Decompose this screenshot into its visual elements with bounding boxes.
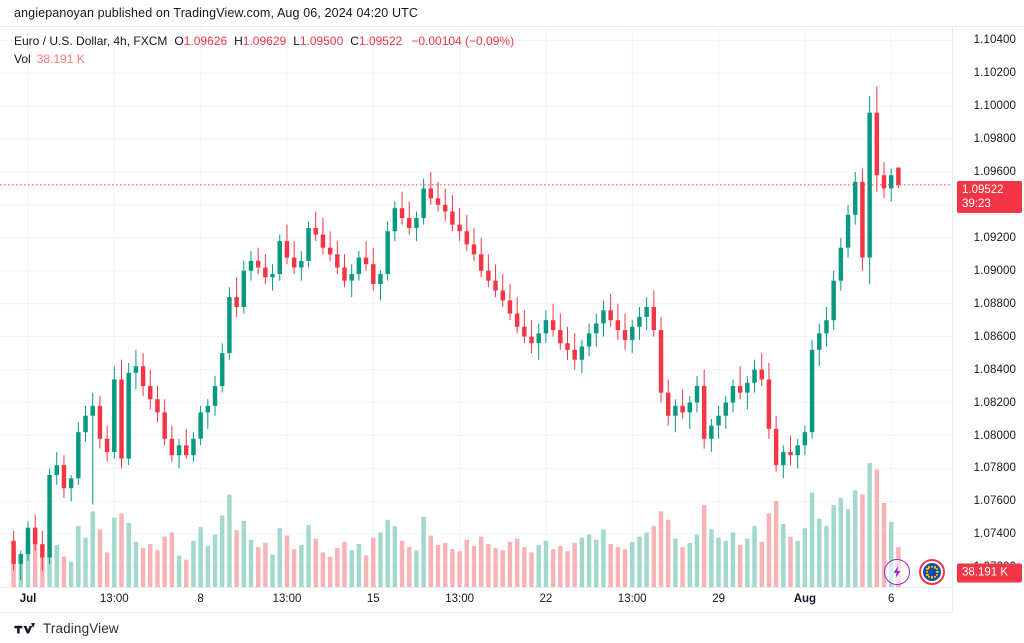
chart-plot-area[interactable] bbox=[0, 27, 952, 587]
eu-flag-star bbox=[933, 566, 936, 569]
legend-high: H1.09629 bbox=[234, 34, 287, 48]
price-tick: 1.08600 bbox=[973, 330, 1016, 343]
price-tick: 1.07800 bbox=[973, 462, 1016, 475]
eu-flag-star bbox=[930, 576, 934, 579]
eu-flag-star bbox=[925, 570, 928, 574]
time-tick: 13:00 bbox=[445, 593, 474, 605]
price-tick: 1.09800 bbox=[973, 133, 1016, 145]
price-tick: 1.09600 bbox=[973, 165, 1016, 178]
tradingview-wordmark: TradingView bbox=[43, 620, 119, 636]
legend-open: O1.09626 bbox=[174, 34, 228, 48]
price-tick: 1.08200 bbox=[973, 396, 1016, 409]
time-tick: 15 bbox=[366, 593, 380, 605]
chart-frame: Euro / U.S. Dollar, 4h, FXCM O1.09626 H1… bbox=[0, 26, 1024, 614]
eu-flag-star bbox=[933, 575, 936, 578]
tradingview-logo-icon bbox=[14, 622, 36, 634]
legend-close: C1.09522 bbox=[350, 34, 403, 48]
eu-flag-star bbox=[930, 565, 934, 568]
price-scale[interactable]: 1.10400 1.10200 1.10000 1.09800 1.09600 1.092… bbox=[952, 27, 1024, 614]
bar-countdown: 39:23 bbox=[962, 197, 991, 210]
chart-legend: Euro / U.S. Dollar, 4h, FXCM O1.09626 H1… bbox=[14, 33, 514, 68]
eu-flag-star bbox=[928, 566, 931, 569]
price-tick: 1.08000 bbox=[973, 429, 1016, 442]
time-scale[interactable]: Jul 13:00 8 13:00 15 13:00 22 13:00 29 Aug 6 bbox=[0, 587, 952, 614]
price-tick: 1.09200 bbox=[973, 231, 1016, 244]
time-tick: 29 bbox=[712, 593, 725, 605]
last-price-badge[interactable]: 1.09522 39:23 bbox=[957, 180, 1022, 213]
time-tick: Jul bbox=[19, 593, 37, 605]
last-price-value: 1.09522 bbox=[962, 183, 1004, 196]
price-tick: 1.10400 bbox=[973, 34, 1016, 47]
time-tick: 13:00 bbox=[272, 593, 302, 605]
price-tick: 1.07600 bbox=[973, 495, 1016, 508]
publish-header: angiepanoyan published on TradingView.co… bbox=[0, 0, 1024, 26]
eu-flag-star bbox=[935, 573, 938, 576]
eu-flag-disc bbox=[923, 563, 941, 581]
time-tick: 13:00 bbox=[99, 593, 129, 605]
footer-branding: TradingView bbox=[0, 613, 1024, 643]
legend-symbol[interactable]: Euro / U.S. Dollar, 4h, FXCM bbox=[14, 34, 168, 48]
eu-flag-star bbox=[936, 570, 939, 574]
legend-change: −0.00104 (−0.09%) bbox=[411, 34, 515, 48]
legend-ohlc-row: Euro / U.S. Dollar, 4h, FXCM O1.09626 H1… bbox=[14, 33, 514, 50]
lightning-bolt-icon[interactable] bbox=[884, 559, 910, 585]
eu-flag-icon[interactable] bbox=[919, 559, 945, 585]
eu-flag-star bbox=[926, 568, 929, 571]
price-tick: 1.07400 bbox=[973, 528, 1016, 541]
time-tick: 8 bbox=[197, 593, 204, 605]
price-tick: 1.10000 bbox=[973, 100, 1016, 113]
eu-flag-star bbox=[935, 568, 938, 571]
legend-volume-value: 38.191 K bbox=[36, 52, 85, 66]
legend-volume-label[interactable]: Vol bbox=[14, 52, 31, 66]
publish-text: angiepanoyan published on TradingView.co… bbox=[14, 6, 419, 20]
price-tick: 1.08800 bbox=[973, 297, 1016, 310]
eu-flag-star bbox=[926, 573, 929, 576]
time-tick: 6 bbox=[887, 593, 895, 605]
price-tick: 1.08400 bbox=[973, 363, 1016, 376]
volume-badge[interactable]: 38.191 K bbox=[957, 563, 1022, 583]
legend-volume-row: Vol 38.191 K bbox=[14, 51, 514, 68]
time-tick: 13:00 bbox=[617, 593, 647, 605]
time-tick: Aug bbox=[793, 593, 817, 605]
time-tick: 22 bbox=[539, 593, 553, 605]
price-tick: 1.10200 bbox=[973, 67, 1016, 80]
price-tick: 1.09000 bbox=[973, 264, 1016, 277]
eu-flag-star bbox=[928, 575, 931, 578]
candlestick-series bbox=[0, 86, 952, 587]
legend-low: L1.09500 bbox=[293, 34, 344, 48]
